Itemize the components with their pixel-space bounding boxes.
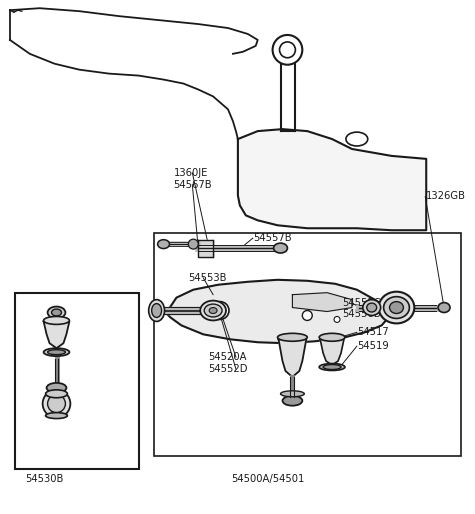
Circle shape — [188, 239, 198, 249]
Text: 1326GB: 1326GB — [99, 304, 139, 315]
Text: 54555C: 54555C — [342, 298, 380, 307]
Circle shape — [302, 310, 312, 320]
Text: 1326GB: 1326GB — [426, 191, 466, 200]
Text: 54517: 54517 — [99, 329, 131, 339]
Ellipse shape — [319, 363, 345, 371]
Ellipse shape — [149, 300, 164, 321]
Ellipse shape — [44, 317, 69, 324]
Circle shape — [211, 302, 229, 319]
Text: 54552D: 54552D — [208, 364, 247, 374]
Polygon shape — [44, 321, 69, 348]
Ellipse shape — [44, 348, 69, 356]
Ellipse shape — [438, 303, 450, 313]
Text: 54567B: 54567B — [173, 179, 212, 190]
Ellipse shape — [319, 333, 345, 341]
Ellipse shape — [277, 333, 307, 341]
Text: 54517: 54517 — [357, 327, 389, 337]
Ellipse shape — [274, 243, 287, 253]
Ellipse shape — [379, 291, 414, 323]
Ellipse shape — [346, 132, 368, 146]
Polygon shape — [278, 339, 306, 377]
Ellipse shape — [46, 390, 67, 398]
Ellipse shape — [48, 306, 66, 319]
Circle shape — [48, 395, 66, 413]
Ellipse shape — [323, 364, 341, 370]
Text: 54553B: 54553B — [188, 273, 227, 283]
Ellipse shape — [47, 383, 66, 393]
Text: 1326GB: 1326GB — [70, 306, 109, 317]
Text: 54557B: 54557B — [253, 233, 291, 243]
Ellipse shape — [52, 309, 61, 316]
Ellipse shape — [384, 297, 409, 319]
Ellipse shape — [158, 240, 170, 249]
Ellipse shape — [200, 301, 226, 320]
Circle shape — [215, 305, 225, 316]
Text: 54556B: 54556B — [342, 309, 380, 320]
Text: 54500A/54501: 54500A/54501 — [231, 474, 304, 484]
Bar — [153, 233, 461, 456]
Circle shape — [334, 317, 340, 322]
Ellipse shape — [281, 391, 304, 397]
Text: 54519: 54519 — [357, 341, 389, 351]
Text: 1360JE: 1360JE — [173, 168, 208, 178]
Polygon shape — [238, 129, 426, 230]
Ellipse shape — [152, 304, 162, 318]
Polygon shape — [167, 280, 389, 343]
Text: 54530B: 54530B — [26, 474, 64, 484]
Ellipse shape — [283, 396, 302, 406]
Polygon shape — [198, 240, 213, 257]
Circle shape — [273, 35, 302, 65]
Text: 54520A: 54520A — [208, 352, 247, 362]
Text: 54519: 54519 — [70, 350, 101, 360]
Text: 54517: 54517 — [70, 329, 101, 339]
Polygon shape — [320, 339, 344, 365]
Ellipse shape — [367, 303, 377, 312]
Ellipse shape — [46, 413, 67, 418]
Ellipse shape — [390, 302, 403, 314]
Ellipse shape — [204, 304, 222, 317]
Ellipse shape — [363, 300, 380, 316]
Ellipse shape — [48, 350, 66, 355]
Circle shape — [43, 390, 70, 417]
Circle shape — [279, 42, 295, 58]
Bar — [15, 292, 139, 469]
Text: 54519: 54519 — [99, 352, 131, 362]
Ellipse shape — [209, 307, 217, 314]
Polygon shape — [293, 292, 352, 311]
